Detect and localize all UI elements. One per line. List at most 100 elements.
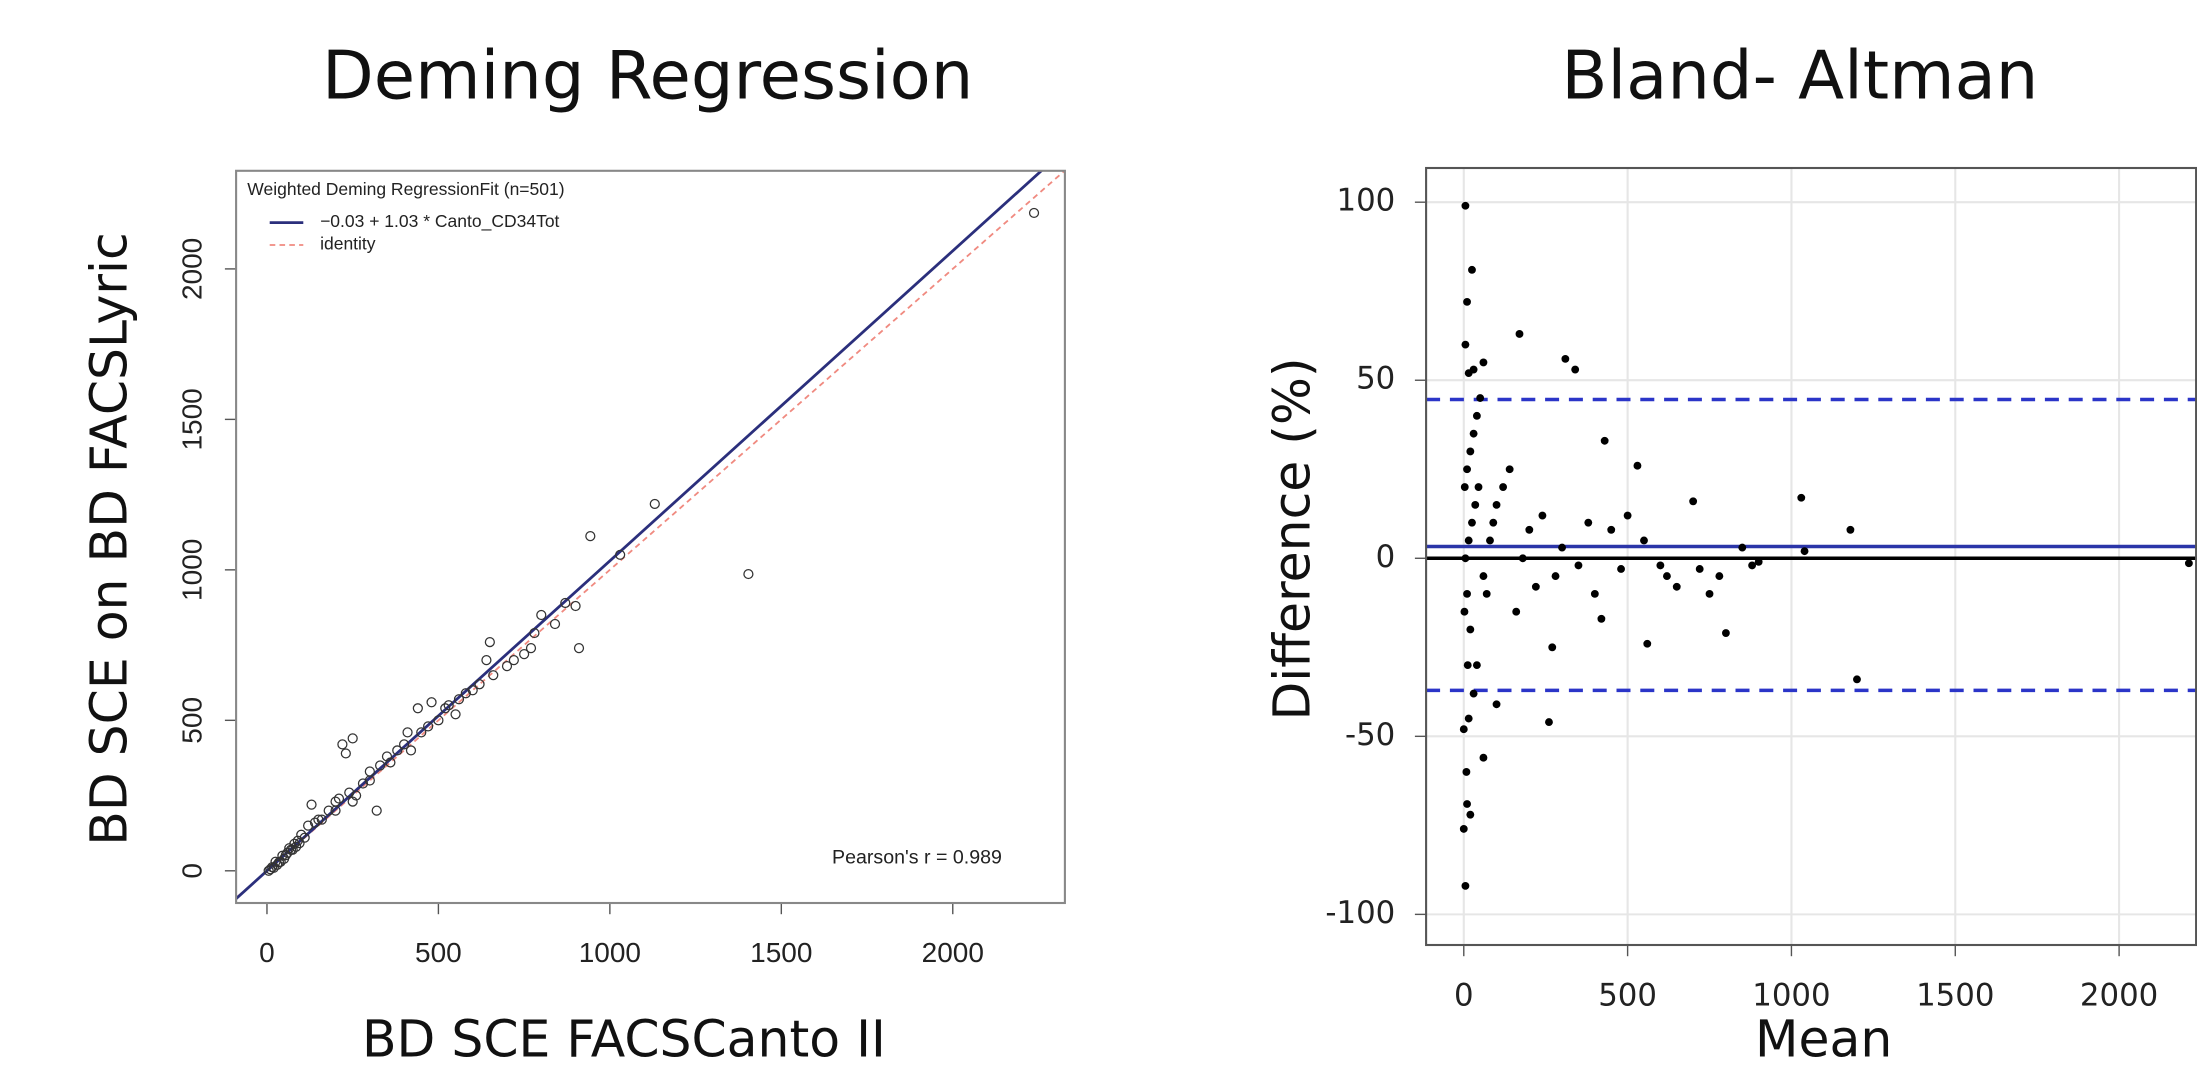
data-point (1689, 497, 1698, 506)
data-point (529, 627, 540, 639)
data-point (1561, 354, 1570, 363)
x-tick-label: 500 (415, 937, 462, 968)
data-point (1461, 201, 1470, 210)
data-point (1486, 536, 1494, 545)
data-point (1474, 483, 1483, 491)
x-tick-label: 1500 (1916, 977, 1994, 1013)
data-point (270, 856, 281, 867)
data-point (1748, 561, 1757, 570)
data-point (399, 739, 410, 750)
data-point (1721, 629, 1730, 637)
y-tick-label: 0 (176, 863, 207, 879)
y-tick-label: -100 (1325, 895, 1395, 931)
data-point (453, 694, 465, 705)
data-point (1584, 518, 1593, 527)
data-point (323, 805, 334, 816)
data-point (1640, 536, 1648, 545)
data-point (282, 847, 293, 858)
data-point (1459, 725, 1468, 734)
x-tick-label: 2000 (922, 937, 984, 968)
data-point (412, 703, 423, 714)
data-point (1531, 582, 1540, 591)
data-point (743, 568, 754, 580)
data-point (443, 700, 454, 711)
data-point (481, 655, 492, 666)
data-point (1462, 768, 1471, 776)
data-point (585, 531, 596, 542)
data-point (1800, 547, 1809, 556)
plot-area (1426, 168, 2197, 945)
data-point (1463, 661, 1472, 670)
y-tick-label: 1000 (176, 539, 207, 601)
data-point (1607, 525, 1616, 534)
x-tick-label: 1000 (579, 937, 641, 968)
data-point (330, 796, 341, 807)
data-point (1846, 525, 1855, 534)
legend-label: identity (320, 234, 376, 254)
data-point (1538, 511, 1547, 520)
data-point (1558, 543, 1566, 552)
data-point (1492, 700, 1501, 709)
data-point (299, 832, 310, 843)
data-point (1571, 365, 1580, 374)
data-point (488, 670, 499, 681)
data-point (405, 745, 417, 756)
identity-line (236, 170, 1065, 900)
data-point (337, 739, 348, 750)
data-point (1466, 447, 1475, 456)
data-point (1643, 639, 1652, 648)
data-point (1499, 483, 1508, 491)
data-point (1548, 643, 1557, 652)
data-point (263, 865, 274, 876)
x-tick-label: 1500 (750, 937, 812, 968)
data-point (1656, 561, 1665, 570)
data-point (1466, 625, 1475, 634)
data-point (1633, 461, 1642, 470)
plot-border (235, 169, 1066, 905)
data-point (1459, 824, 1468, 833)
legend-label: −0.03 + 1.03 * Canto_CD34Tot (320, 211, 559, 232)
data-point (484, 636, 495, 648)
data-point (1512, 607, 1521, 616)
data-point (340, 748, 351, 759)
data-point (290, 841, 302, 852)
data-point (306, 799, 317, 810)
x-axis-label: BD SCE FACSCanto II (362, 1010, 886, 1069)
data-point (1460, 483, 1469, 491)
data-point (381, 751, 393, 762)
data-point (265, 864, 276, 875)
data-point (1518, 554, 1527, 563)
x-tick-label: 0 (259, 937, 275, 968)
data-point (347, 733, 358, 744)
data-point (1468, 265, 1476, 274)
y-axis-label: BD SCE on BD FACSLyric (79, 232, 138, 845)
data-point (1600, 436, 1609, 445)
data-point (375, 760, 386, 771)
y-tick-label: 1500 (176, 388, 207, 450)
data-point (266, 862, 278, 873)
data-point (1617, 565, 1625, 573)
data-point (2184, 559, 2193, 568)
data-point (1797, 493, 1806, 502)
data-point (351, 790, 362, 801)
legend-title: Weighted Deming RegressionFit (n=501) (247, 179, 564, 199)
data-point (1461, 881, 1470, 890)
y-axis-label: Difference (%) (1262, 358, 1321, 721)
data-point (450, 709, 461, 720)
data-point (1623, 511, 1632, 520)
data-point (1472, 411, 1481, 420)
data-point (1715, 572, 1724, 581)
data-point (316, 814, 327, 825)
data-point (536, 609, 547, 621)
data-point (1469, 365, 1478, 374)
data-point (1469, 429, 1478, 438)
data-point (474, 679, 485, 690)
data-point (508, 655, 519, 666)
data-point (392, 745, 403, 756)
data-point (357, 778, 369, 789)
data-point (1469, 689, 1478, 698)
data-point (1489, 518, 1498, 527)
plot-layer (1426, 201, 2197, 890)
data-point (1460, 607, 1469, 616)
